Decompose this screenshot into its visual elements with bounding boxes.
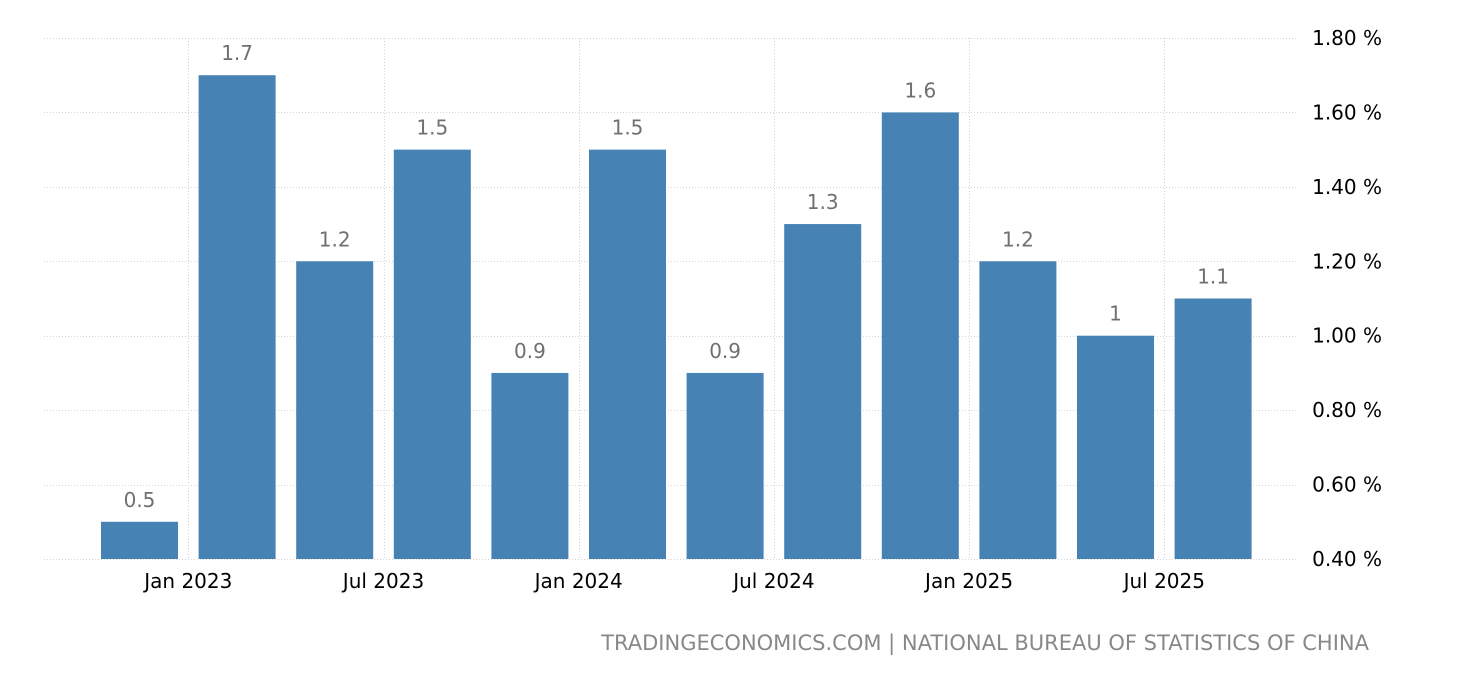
y-tick-label: 1.80 % xyxy=(1312,26,1382,50)
x-tick-label: Jul 2024 xyxy=(731,569,814,593)
x-tick-label: Jan 2024 xyxy=(533,569,623,593)
y-tick-label: 0.60 % xyxy=(1312,473,1382,497)
y-tick-label: 0.80 % xyxy=(1312,398,1382,422)
bar[interactable] xyxy=(198,75,276,559)
data-label: 1.3 xyxy=(807,190,839,214)
data-label: 0.9 xyxy=(709,339,741,363)
y-tick-label: 1.60 % xyxy=(1312,100,1382,124)
bar-layer xyxy=(101,75,1252,560)
bar[interactable] xyxy=(1174,298,1252,560)
bar[interactable] xyxy=(686,372,764,559)
y-tick-label: 1.20 % xyxy=(1312,249,1382,273)
bar[interactable] xyxy=(979,261,1057,559)
data-label: 1.7 xyxy=(221,41,253,65)
x-tick-label: Jan 2023 xyxy=(142,569,232,593)
data-label: 1.1 xyxy=(1197,265,1229,289)
data-label: 0.9 xyxy=(514,339,546,363)
data-label: 1 xyxy=(1109,302,1122,326)
bar[interactable] xyxy=(1077,335,1154,559)
x-axis: Jan 2023 Jul 2023 Jan 2024 Jul 2024 Jan 2025… xyxy=(142,569,1205,593)
x-tick-label: Jul 2025 xyxy=(1122,569,1205,593)
data-label: 1.6 xyxy=(904,78,936,102)
source-credit: TRADINGECONOMICS.COM | NATIONAL BUREAU O… xyxy=(600,631,1369,656)
bar[interactable] xyxy=(393,149,471,559)
x-tick-label: Jan 2025 xyxy=(923,569,1013,593)
bar[interactable] xyxy=(881,112,959,559)
y-tick-label: 1.00 % xyxy=(1312,324,1382,348)
x-tick-label: Jul 2023 xyxy=(341,569,424,593)
data-label: 1.2 xyxy=(319,227,351,251)
data-label-layer: 0.5 1.7 1.2 1.5 0.9 1.5 0.9 1.3 1.6 1.2 1 1.1 xyxy=(124,41,1229,512)
data-label: 1.2 xyxy=(1002,227,1034,251)
data-label: 1.5 xyxy=(416,116,448,140)
data-label: 0.5 xyxy=(124,488,156,512)
y-axis: 0.40 % 0.60 % 0.80 % 1.00 % 1.20 % 1.40 % 1.60… xyxy=(1312,26,1382,571)
bar[interactable] xyxy=(491,372,569,559)
y-tick-label: 1.40 % xyxy=(1312,175,1382,199)
bar[interactable] xyxy=(101,521,178,559)
bar[interactable] xyxy=(784,224,862,560)
bar[interactable] xyxy=(296,261,374,559)
bar[interactable] xyxy=(589,149,666,559)
y-tick-label: 0.40 % xyxy=(1312,547,1382,571)
data-label: 1.5 xyxy=(612,116,644,140)
